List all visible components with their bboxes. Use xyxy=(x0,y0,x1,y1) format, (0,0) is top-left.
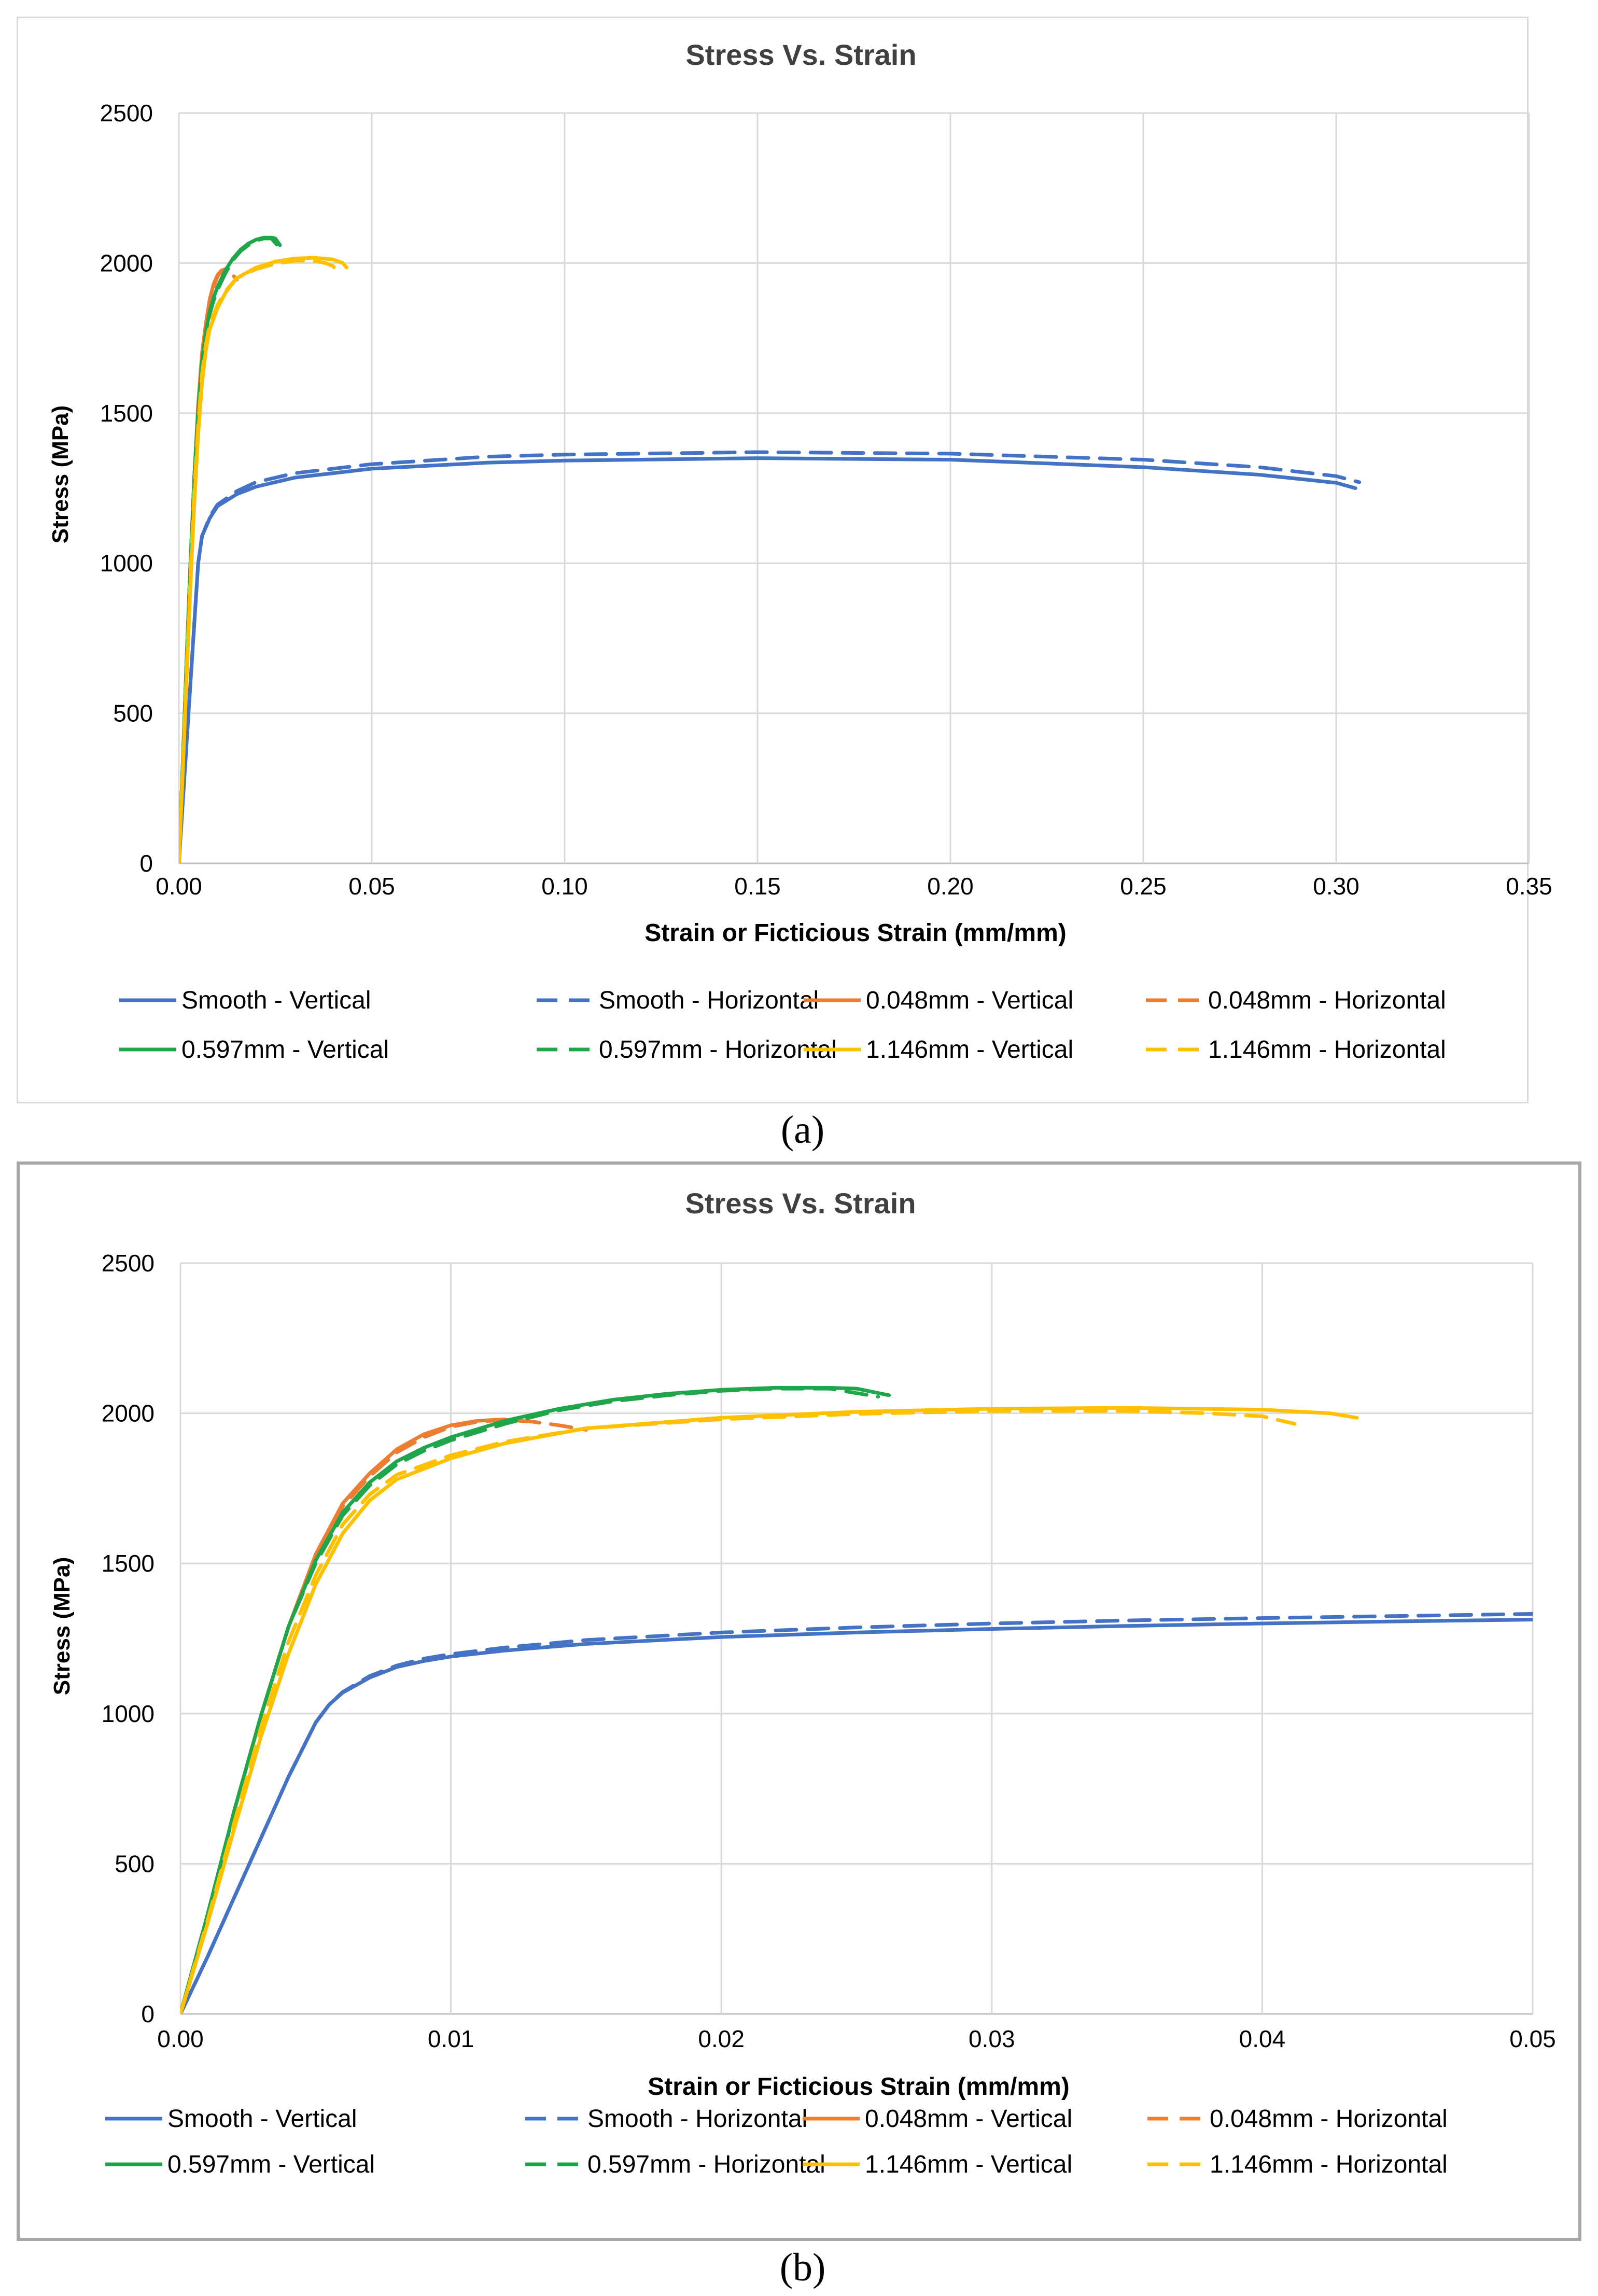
x-tick-label: 0.15 xyxy=(734,873,781,900)
chart-a: Stress Vs. Strain Strain or Ficticious S… xyxy=(48,38,1552,1063)
figure-caption-b: (b) xyxy=(779,2246,826,2289)
figure-caption-a: (a) xyxy=(780,1108,825,1152)
legend-label: Smooth - Vertical xyxy=(181,987,371,1014)
y-tick-label: 2500 xyxy=(102,1250,155,1277)
y-tick-label: 2000 xyxy=(100,249,153,276)
x-tick-label: 0.05 xyxy=(348,873,395,900)
legend-label: Smooth - Vertical xyxy=(167,2105,357,2133)
x-tick-label: 0.01 xyxy=(428,2025,474,2052)
series-line-1-146mm-horizontal xyxy=(180,1409,1297,2014)
legend-label: Smooth - Horizontal xyxy=(587,2105,807,2133)
chart-title: Stress Vs. Strain xyxy=(685,38,916,71)
legend-label: 0.048mm - Horizontal xyxy=(1208,987,1446,1014)
chart-b: Stress Vs. Strain Strain or Ficticious S… xyxy=(49,1187,1556,2178)
x-tick-label: 0.35 xyxy=(1506,873,1552,900)
y-tick-label: 2500 xyxy=(100,100,153,127)
y-axis-label: Stress (MPa) xyxy=(48,405,73,544)
y-tick-label: 1000 xyxy=(100,550,153,577)
y-tick-label: 1500 xyxy=(100,400,153,427)
legend-label: Smooth - Horizontal xyxy=(599,987,819,1014)
gridlines xyxy=(178,112,1530,864)
series-line-smooth-vertical xyxy=(180,1618,1533,2014)
gridlines xyxy=(179,1262,1534,2015)
y-axis-label: Stress (MPa) xyxy=(49,1557,75,1696)
chart-panel-a: Stress Vs. Strain Strain or Ficticious S… xyxy=(17,17,1552,1103)
y-tick-label: 0 xyxy=(139,850,153,877)
series-line-1-146mm-vertical xyxy=(180,1406,1359,2014)
x-tick-label: 0.02 xyxy=(698,2025,745,2052)
legend-label: 0.048mm - Horizontal xyxy=(1210,2105,1448,2133)
series-line-smooth-horizontal xyxy=(180,1612,1533,2014)
chart-title: Stress Vs. Strain xyxy=(685,1187,916,1220)
legend: Smooth - Vertical Smooth - Horizontal 0.04… xyxy=(105,2105,1448,2178)
series-line-1-146mm-horizontal xyxy=(179,259,340,863)
legend-label: 0.597mm - Vertical xyxy=(167,2151,375,2178)
y-tick-label: 500 xyxy=(113,700,153,727)
plot-area xyxy=(179,235,1362,863)
legend-label: 1.146mm - Horizontal xyxy=(1210,2151,1448,2178)
y-tick-label: 2000 xyxy=(102,1400,155,1427)
x-tick-label: 0.30 xyxy=(1313,873,1359,900)
x-tick-label: 0.04 xyxy=(1239,2025,1286,2052)
plot-area xyxy=(180,1385,1533,2014)
legend-label: 0.597mm - Horizontal xyxy=(599,1036,837,1063)
x-tick-label: 0.03 xyxy=(969,2025,1015,2052)
x-tick-label: 0.05 xyxy=(1509,2025,1556,2052)
x-tick-label: 0.00 xyxy=(157,2025,204,2052)
legend-label: 1.146mm - Vertical xyxy=(865,2151,1072,2178)
legend-label: 0.597mm - Horizontal xyxy=(587,2151,825,2178)
series-line-0-597mm-vertical xyxy=(180,1385,891,2014)
series-line-0-597mm-vertical xyxy=(179,235,282,863)
legend: Smooth - Vertical Smooth - Horizontal 0.04… xyxy=(119,987,1446,1063)
series-line-0-048mm-horizontal xyxy=(180,1418,588,2014)
legend-label: 1.146mm - Horizontal xyxy=(1208,1036,1446,1063)
y-tick-label: 1000 xyxy=(102,1700,155,1727)
legend-label: 0.597mm - Vertical xyxy=(181,1036,389,1063)
y-tick-label: 0 xyxy=(141,2000,155,2027)
legend-label: 0.048mm - Vertical xyxy=(865,2105,1072,2133)
x-tick-label: 0.25 xyxy=(1120,873,1167,900)
x-tick-label: 0.10 xyxy=(541,873,588,900)
series-line-smooth-horizontal xyxy=(179,450,1362,863)
series-line-smooth-vertical xyxy=(179,456,1357,863)
y-tick-label: 500 xyxy=(115,1850,155,1877)
x-tick-label: 0.00 xyxy=(156,873,202,900)
y-tick-label: 1500 xyxy=(102,1550,155,1577)
legend-label: 1.146mm - Vertical xyxy=(866,1036,1073,1063)
series-line-0-048mm-horizontal xyxy=(179,268,239,863)
series-line-0-597mm-horizontal xyxy=(180,1387,880,2014)
chart-panel-b: Stress Vs. Strain Strain or Ficticious S… xyxy=(17,1161,1581,2241)
legend-label: 0.048mm - Vertical xyxy=(866,987,1073,1014)
x-axis-label: Strain or Ficticious Strain (mm/mm) xyxy=(644,919,1066,947)
x-tick-label: 0.20 xyxy=(927,873,974,900)
x-axis-label: Strain or Ficticious Strain (mm/mm) xyxy=(648,2073,1069,2101)
